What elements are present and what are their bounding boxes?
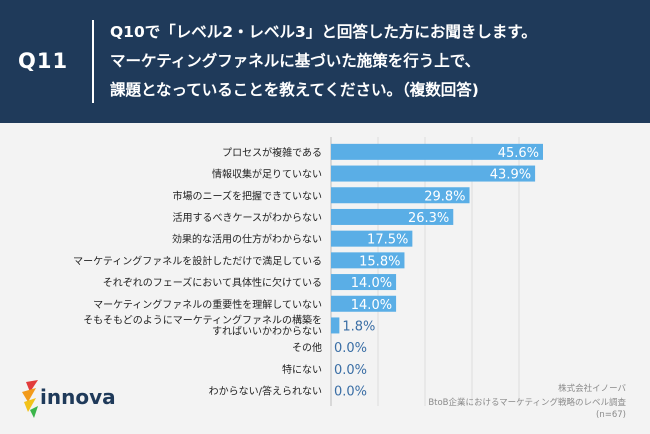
bar-value-label: 1.8%: [342, 319, 375, 334]
innova-logo-icon: [22, 380, 38, 418]
category-label: そもそもどのようにマーケティングファネルの構築を: [83, 313, 322, 326]
header-banner: Q11 Q10で「レベル2・レベル3」と回答した方にお聞きします。 マーケティン…: [0, 0, 650, 123]
bar-value-label: 43.9%: [490, 168, 531, 183]
bar: [331, 230, 413, 247]
category-label: プロセスが複雑である: [222, 146, 322, 159]
bar-chart: 45.6% プロセスが複雑である 43.9% 情報収集が足りていない 29.8% 市場のニ…: [0, 123, 650, 434]
bar: [331, 252, 405, 269]
category-label: それぞれのフェーズにおいて具体性に欠けている: [103, 276, 322, 289]
credit-sample: (n=67): [596, 410, 626, 420]
bar-value-label: 26.3%: [408, 211, 449, 226]
category-label: 市場のニーズを把握できていない: [173, 189, 323, 202]
bar: [331, 317, 340, 334]
bar: [331, 274, 397, 291]
bar-value-label: 14.0%: [351, 298, 392, 313]
category-label: 効果的な活用の仕方がわからない: [172, 233, 322, 246]
bar-value-label: 15.8%: [359, 254, 400, 269]
logo-text: innova: [40, 385, 116, 409]
bar: [331, 208, 454, 225]
bar: [331, 295, 397, 312]
question-title-line-2: マーケティングファネルに基づいた施策を行う上で、: [110, 52, 481, 70]
credit-survey: BtoB企業におけるマーケティング戦略のレベル調査: [428, 398, 626, 408]
credit-company: 株式会社イノーバ: [558, 384, 626, 394]
bar: [331, 143, 543, 160]
bar-chart-svg: 45.6% プロセスが複雑である 43.9% 情報収集が足りていない 29.8% 市場のニ…: [73, 137, 543, 406]
category-label: 情報収集が足りていない: [212, 168, 322, 181]
bar: [331, 165, 536, 182]
bar-value-label: 0.0%: [334, 363, 367, 378]
bar-value-label: 45.6%: [498, 146, 539, 161]
category-label: 特にない: [282, 364, 322, 376]
question-number: Q11: [18, 49, 69, 73]
bar-value-label: 0.0%: [334, 341, 367, 356]
category-label: マーケティングファネルの重要性を理解していない: [93, 298, 322, 311]
category-label: 活用するべきケースがわからない: [173, 211, 323, 224]
question-title-line-1: Q10で「レベル2・レベル3」と回答した方にお聞きします。: [110, 23, 537, 41]
question-title-line-3: 課題となっていることを教えてください。（複数回答): [110, 81, 479, 99]
bar-value-label: 14.0%: [351, 276, 392, 291]
question-title: Q10で「レベル2・レベル3」と回答した方にお聞きします。 マーケティングファネ…: [110, 18, 640, 105]
bar-value-label: 0.0%: [334, 385, 367, 400]
bar-value-label: 17.5%: [367, 233, 408, 248]
header-divider: [92, 20, 94, 103]
bar: [331, 187, 470, 204]
bar-value-label: 29.8%: [424, 189, 465, 204]
category-label: その他: [292, 341, 322, 354]
category-label: マーケティングファネルを設計しただけで満足している: [73, 254, 322, 267]
category-label: すればいいかわからない: [212, 325, 322, 337]
category-label: わからない/答えられない: [209, 385, 322, 398]
